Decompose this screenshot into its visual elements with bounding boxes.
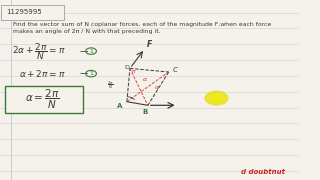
Text: d doubtnut: d doubtnut bbox=[241, 169, 285, 175]
FancyBboxPatch shape bbox=[2, 4, 64, 20]
Text: $\alpha = \dfrac{2\pi}{N}$: $\alpha = \dfrac{2\pi}{N}$ bbox=[25, 88, 60, 111]
Text: 11295995: 11295995 bbox=[6, 9, 42, 15]
Text: $\frac{2\pi}{N}$: $\frac{2\pi}{N}$ bbox=[107, 79, 114, 91]
Text: —: — bbox=[79, 47, 87, 56]
Text: F: F bbox=[147, 40, 152, 49]
Circle shape bbox=[205, 91, 228, 105]
Text: A: A bbox=[117, 103, 122, 109]
Text: $\alpha$: $\alpha$ bbox=[154, 84, 160, 91]
Text: C: C bbox=[172, 67, 177, 73]
Text: $\pi$: $\pi$ bbox=[132, 68, 137, 75]
Text: B: B bbox=[142, 109, 148, 115]
Text: $\alpha$: $\alpha$ bbox=[142, 76, 148, 84]
FancyBboxPatch shape bbox=[5, 86, 83, 113]
Text: —: — bbox=[79, 69, 87, 78]
Text: 1: 1 bbox=[89, 49, 93, 54]
Text: makes an angle of 2π / N with that preceding it.: makes an angle of 2π / N with that prece… bbox=[13, 29, 161, 34]
Text: D: D bbox=[124, 65, 129, 70]
Text: Find the vector sum of N coplanar forces, each of the magnitude F,when each forc: Find the vector sum of N coplanar forces… bbox=[13, 22, 272, 27]
Circle shape bbox=[212, 95, 221, 101]
Text: 1: 1 bbox=[89, 71, 93, 76]
Text: $2\alpha + \dfrac{2\pi}{N} = \pi$: $2\alpha + \dfrac{2\pi}{N} = \pi$ bbox=[12, 41, 66, 62]
Text: $\alpha + 2\pi = \pi$: $\alpha + 2\pi = \pi$ bbox=[20, 68, 66, 79]
